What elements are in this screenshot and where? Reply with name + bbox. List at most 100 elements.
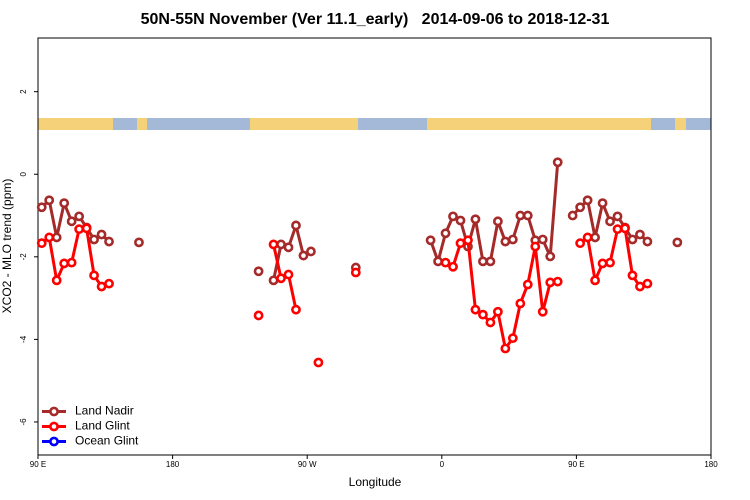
data-point (620, 223, 630, 234)
legend-label: Ocean Glint (75, 434, 139, 448)
y-tick-label: 0 (19, 171, 28, 176)
data-point (492, 306, 503, 317)
data-point (545, 251, 556, 262)
data-point (433, 256, 443, 267)
data-point (59, 198, 70, 209)
data-point (89, 234, 99, 245)
data-point (590, 275, 600, 286)
data-point (605, 257, 615, 268)
x-tick-label: 0 (440, 460, 445, 469)
land-band (675, 118, 686, 130)
data-point (74, 224, 85, 235)
x-tick-label: 90 E (30, 460, 46, 469)
y-tick-label: -2 (19, 253, 28, 261)
data-point (522, 279, 533, 290)
data-point (537, 306, 548, 317)
data-point (66, 216, 77, 227)
data-point (440, 228, 451, 239)
data-point (642, 278, 653, 289)
x-tick-label: 180 (704, 460, 718, 469)
data-point (552, 276, 563, 287)
data-point (81, 223, 92, 234)
data-point (448, 261, 458, 272)
data-point (575, 202, 586, 213)
data-point (492, 216, 503, 227)
data-point (515, 298, 526, 309)
legend-marker (49, 436, 59, 447)
x-tick-label: 90 W (298, 460, 317, 469)
data-point (485, 317, 496, 328)
x-tick-label: 180 (166, 460, 180, 469)
data-point (66, 257, 77, 268)
data-point (500, 236, 511, 247)
land-mask-strip (38, 118, 711, 130)
data-point (552, 157, 563, 168)
legend-label: Land Nadir (75, 404, 134, 418)
legend-marker (49, 421, 59, 432)
data-point (276, 239, 286, 250)
data-point (672, 237, 683, 248)
data-point (455, 238, 466, 249)
data-point (507, 234, 518, 245)
data-point (134, 237, 144, 248)
y-tick-label: -4 (19, 335, 28, 343)
data-point (500, 343, 511, 354)
plot-frame (37, 37, 712, 456)
data-point (612, 211, 623, 222)
data-point (470, 304, 481, 315)
data-point (313, 357, 324, 368)
data-point (448, 211, 458, 222)
data-point (627, 270, 638, 281)
data-point (537, 234, 548, 245)
data-point (306, 246, 316, 257)
data-point (253, 310, 264, 321)
data-point (515, 210, 526, 221)
data-point (463, 235, 473, 246)
data-point (478, 309, 488, 320)
data-point (51, 275, 62, 286)
data-point (74, 211, 85, 222)
data-point (96, 229, 107, 240)
data-point (522, 210, 533, 221)
y-tick-label: -6 (19, 418, 28, 426)
data-point (605, 216, 615, 227)
data-point (59, 258, 70, 269)
land-band (38, 118, 113, 130)
data-point (283, 269, 294, 280)
data-point (612, 224, 623, 235)
data-point (575, 238, 586, 249)
data-point (104, 236, 114, 247)
data-point (44, 195, 55, 206)
y-axis-label: XCO2 - MLO trend (ppm) (0, 179, 14, 314)
data-point (291, 304, 301, 315)
data-point (291, 220, 301, 231)
data-point (507, 333, 518, 344)
data-point (268, 275, 279, 286)
data-point (478, 256, 488, 267)
series-line (40, 226, 648, 350)
x-tick-label: 90 E (568, 460, 584, 469)
data-point (36, 238, 47, 249)
data-point (276, 273, 286, 284)
data-point (425, 235, 436, 246)
data-point (597, 258, 608, 269)
data-point (635, 229, 645, 240)
data-point (582, 195, 593, 206)
data-point (268, 239, 279, 250)
legend-marker (49, 406, 59, 417)
land-band (137, 118, 147, 130)
data-point (590, 232, 600, 243)
data-point (567, 210, 578, 221)
y-tick-label: 2 (19, 89, 28, 94)
data-point (545, 277, 556, 288)
data-point (283, 242, 294, 253)
data-point (642, 236, 653, 247)
data-point (51, 232, 62, 243)
chart-title: 50N-55N November (Ver 11.1_early) 2014-0… (141, 11, 610, 28)
data-point (627, 234, 638, 245)
data-point (470, 214, 481, 225)
data-point (597, 198, 608, 209)
data-point (253, 266, 264, 277)
data-point (104, 278, 114, 289)
data-point (440, 257, 451, 268)
